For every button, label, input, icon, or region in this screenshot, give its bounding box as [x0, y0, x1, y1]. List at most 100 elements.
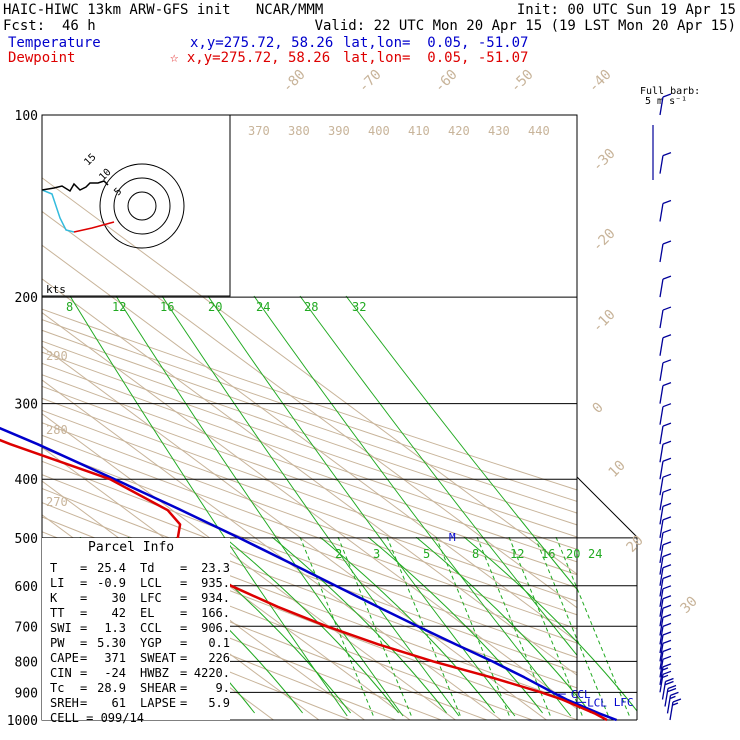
mixing-ratio-dashed — [555, 537, 631, 718]
valid-time: Valid: 22 UTC Mon 20 Apr 15 (19 LST Mon … — [314, 18, 736, 34]
dry-adiabat — [42, 434, 577, 630]
theta-label-left: 290 — [46, 349, 68, 363]
parcel-label: HWBZ — [140, 666, 169, 680]
theta-label: 370 — [248, 124, 270, 138]
mixing-ratio-label: 20 — [208, 300, 222, 314]
mixing-ratio-dashed — [299, 537, 375, 718]
parcel-label: EL — [140, 606, 155, 620]
pressure-label: 400 — [15, 473, 38, 488]
barb-flag — [662, 552, 672, 558]
barb-staff — [659, 608, 664, 627]
parcel-label: SWI — [50, 621, 72, 635]
barb-staff — [659, 309, 664, 329]
barb-staff — [659, 492, 664, 511]
barb-staff — [659, 506, 664, 525]
wind-barb — [659, 639, 672, 662]
isotherm-label: -20 — [590, 226, 619, 255]
hodograph-ring — [99, 163, 185, 249]
isotherm-label: 20 — [624, 533, 647, 556]
barb-flag — [667, 684, 677, 690]
parcel-value: 61 — [111, 696, 126, 710]
pressure-label: 300 — [15, 398, 38, 413]
parcel-value: 371 — [104, 651, 126, 665]
barb-half — [662, 667, 669, 671]
mixing-ratio-label: 16 — [160, 300, 174, 314]
parcel-row: TT 42 EL 166. = = — [50, 606, 230, 620]
barb-staff — [659, 651, 664, 670]
parcel-label: K — [50, 591, 58, 605]
barb-staff — [659, 617, 664, 636]
wind-barb — [659, 670, 672, 693]
theta-label-left: 270 — [46, 495, 68, 509]
hodograph-ring — [113, 177, 171, 235]
barb-staff — [659, 578, 664, 597]
moist-adiabat — [271, 537, 447, 714]
mixing-ratio-dashed — [476, 537, 552, 718]
mixing-ratio-label-lower: 2 — [335, 547, 342, 561]
mixing-ratio-label-lower: 12 — [510, 547, 524, 561]
lower-panel-edge — [576, 476, 638, 720]
hodograph-ring-label: 5 — [112, 186, 124, 198]
wind-barb — [659, 529, 672, 551]
mixing-ratio-label: 28 — [304, 300, 318, 314]
parcel-label: LCL — [140, 576, 162, 590]
barb-flag — [662, 440, 672, 445]
isotherm-line — [42, 210, 577, 609]
dry-adiabat — [42, 577, 398, 720]
wind-barb — [659, 622, 672, 645]
wind-barb — [659, 574, 672, 597]
mixing-ratio-label-lower: 20 — [566, 547, 580, 561]
theta-label: 420 — [448, 124, 470, 138]
wind-barb — [659, 631, 672, 654]
moist-adiabat — [415, 537, 591, 714]
pressure-label: 700 — [15, 620, 38, 635]
wind-barb — [659, 93, 672, 116]
barb-flag — [662, 382, 672, 387]
dry-adiabat — [42, 351, 577, 538]
mixing-ratio-dashed — [534, 537, 610, 718]
theta-label-left: 280 — [46, 423, 68, 437]
barb-flag — [662, 359, 672, 364]
pressure-label: 100 — [15, 109, 38, 124]
barb-key-label: Full barb: — [640, 86, 701, 97]
mixing-ratio-line — [299, 295, 577, 657]
barb-staff — [659, 588, 664, 607]
barb-half — [670, 695, 676, 699]
mixing-ratio-dashed — [337, 537, 413, 718]
parcel-value: 4220. — [193, 666, 230, 680]
barb-staff — [659, 666, 664, 686]
barb-flag — [662, 422, 672, 427]
temperature-xy: x,y=275.72, 58.26 — [190, 35, 334, 51]
pressure-label: 600 — [15, 580, 38, 595]
wind-barb — [659, 473, 672, 496]
parcel-label: LI — [50, 576, 65, 590]
wind-barb — [659, 359, 672, 381]
parcel-value: 30 — [111, 591, 126, 605]
barb-staff — [659, 203, 664, 222]
pressure-label: 1000 — [7, 714, 38, 729]
parcel-label: PW — [50, 636, 65, 650]
parcel-label: CAPE — [50, 651, 79, 665]
mixing-ratio-line — [161, 295, 460, 717]
isotherm-line — [42, 446, 411, 720]
parcel-row: T 25.4 Td 23.3 = = — [50, 561, 230, 575]
parcel-value: 5.30 — [97, 636, 126, 650]
wind-barb — [659, 334, 672, 356]
dry-adiabat — [42, 474, 577, 674]
isotherm-line — [42, 177, 577, 575]
barb-staff — [664, 688, 669, 707]
lcl-label: LCL — [587, 696, 607, 709]
wind-barb — [659, 457, 672, 480]
temperature-profile — [0, 426, 618, 722]
mixing-ratio-line — [345, 295, 577, 591]
wind-barb — [659, 552, 672, 575]
parcel-label: LAPSE — [140, 696, 177, 710]
isotherm-label: -50 — [508, 67, 537, 96]
barb-flag — [662, 502, 672, 508]
parcel-info-box: Parcel Info T 25.4 Td 23.3 = = LI -0.9 LCL 935. = =… — [42, 538, 230, 725]
barb-flag — [662, 516, 672, 521]
pressure-label: 800 — [15, 655, 38, 670]
parcel-info-title: Parcel Info — [88, 540, 175, 555]
dry-adiabat — [42, 460, 577, 659]
